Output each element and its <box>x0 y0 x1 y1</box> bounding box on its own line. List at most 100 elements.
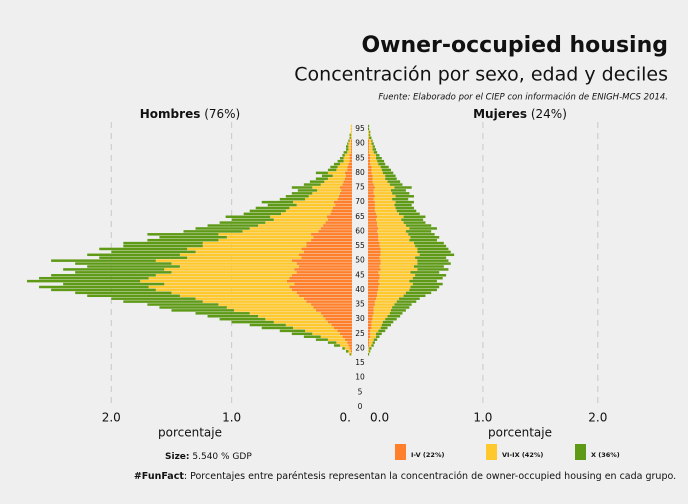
bar-segment <box>164 268 295 271</box>
bar-segment <box>261 200 294 204</box>
bar-segment <box>349 154 352 157</box>
bar-segment <box>395 200 414 204</box>
bar-segment <box>312 192 340 195</box>
bar-segment <box>285 209 332 213</box>
funfact-label: #FunFact <box>134 471 184 482</box>
bar-segment <box>412 276 443 280</box>
bar-segment <box>380 247 418 251</box>
bar-segment <box>339 344 349 347</box>
bar-segment <box>51 288 156 292</box>
bar-segment <box>320 183 343 186</box>
bar-segment <box>330 212 352 216</box>
bar-segment <box>368 203 375 207</box>
bar-segment <box>207 224 259 227</box>
bar-segment <box>369 148 373 151</box>
bar-segment <box>368 233 379 236</box>
bar-segment <box>327 218 352 221</box>
x-tick-label: 2.0 <box>588 411 607 425</box>
bar-segment <box>368 285 379 289</box>
bar-segment <box>382 320 394 324</box>
bar-segment <box>339 192 352 195</box>
bar-segment <box>378 162 386 166</box>
bar-segment <box>75 291 172 295</box>
bar-segment <box>226 306 314 309</box>
bar-segment <box>368 282 380 286</box>
bar-segment <box>258 224 324 227</box>
bar-segment <box>311 233 352 236</box>
bar-segment <box>368 312 374 315</box>
bar-segment <box>371 165 381 169</box>
bar-segment <box>368 165 372 169</box>
bar-segment <box>374 206 396 210</box>
bar-segment <box>369 145 373 148</box>
bar-segment <box>368 133 370 137</box>
chart-source: Fuente: Elaborado por el CIEP con inform… <box>378 92 668 103</box>
bar-segment <box>403 215 426 219</box>
bar-segment <box>369 142 372 145</box>
bar-segment <box>349 353 351 356</box>
bar-segment <box>195 227 250 230</box>
bar-segment <box>368 215 378 219</box>
bar-segment <box>303 250 352 254</box>
bar-segment <box>219 221 266 224</box>
bar-segment <box>313 235 352 239</box>
x-tick-label: 2.0 <box>102 411 121 425</box>
bar-segment <box>368 303 375 306</box>
bar-segment <box>350 124 352 128</box>
bar-segment <box>368 253 381 257</box>
bar-segment <box>327 338 345 341</box>
bar-segment <box>405 224 432 227</box>
legend-swatch <box>395 444 406 460</box>
bar-segment <box>299 253 352 257</box>
bar-segment <box>368 230 378 233</box>
bar-segment <box>371 142 374 145</box>
bar-segment <box>396 300 417 303</box>
bar-segment <box>350 130 352 134</box>
bar-segment <box>394 303 412 306</box>
bar-segment <box>140 279 288 283</box>
bar-segment <box>63 268 165 271</box>
bar-segment <box>368 180 373 183</box>
bar-segment <box>368 156 371 160</box>
bar-segment <box>306 241 352 245</box>
y-tick-label: 60 <box>355 226 365 235</box>
bar-segment <box>374 200 396 204</box>
panel-share: (76%) <box>204 107 240 121</box>
bar-segment <box>368 162 371 166</box>
bar-segment <box>345 350 349 353</box>
bar-segment <box>409 288 437 292</box>
panel-header: Mujeres (24%) <box>473 107 567 121</box>
bar-segment <box>385 177 397 180</box>
bar-segment <box>333 326 352 330</box>
bar-segment <box>372 341 375 344</box>
bar-segment <box>395 206 414 210</box>
bar-segment <box>349 133 351 137</box>
bar-segment <box>368 347 370 350</box>
bar-segment <box>417 268 449 271</box>
legend-swatch <box>575 444 586 460</box>
bar-segment <box>289 276 352 280</box>
bar-segment <box>350 353 352 356</box>
bar-segment <box>368 235 379 239</box>
bar-segment <box>399 297 420 300</box>
bar-segment <box>265 317 326 321</box>
bar-segment <box>368 250 381 254</box>
bar-segment <box>289 206 333 210</box>
bar-segment <box>312 186 340 189</box>
bar-segment <box>412 282 443 286</box>
bar-segment <box>405 291 432 295</box>
bar-segment <box>368 145 370 148</box>
bar-segment <box>299 294 352 298</box>
bar-segment <box>243 212 281 216</box>
bar-segment <box>159 306 227 309</box>
bar-segment <box>147 233 219 236</box>
bar-segment <box>368 335 371 338</box>
bar-segment <box>349 136 351 140</box>
funfact: #FunFact: Porcentajes entre paréntesis r… <box>134 471 676 482</box>
bar-segment <box>303 297 352 300</box>
bar-segment <box>330 165 338 169</box>
bar-segment <box>368 317 373 321</box>
bar-segment <box>408 233 435 236</box>
panel-label: Mujeres <box>473 107 527 121</box>
bar-segment <box>378 285 411 289</box>
